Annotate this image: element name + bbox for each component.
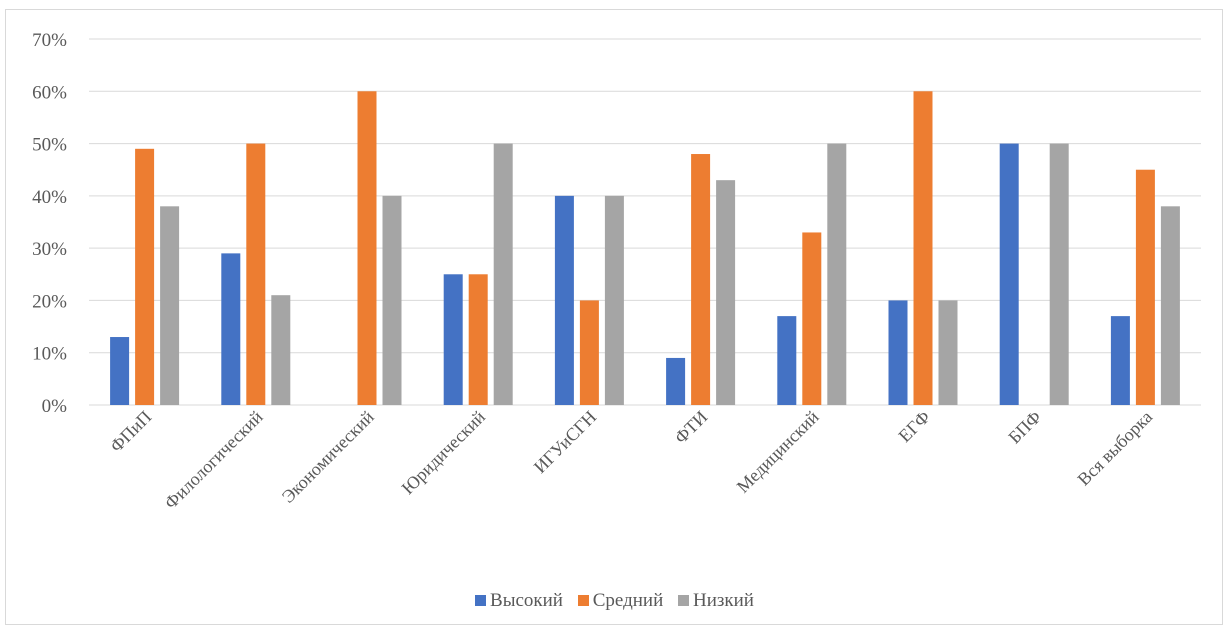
legend-swatch-low bbox=[678, 595, 689, 606]
y-tick-label: 20% bbox=[32, 291, 67, 312]
bar-high bbox=[777, 316, 797, 405]
y-tick-label: 10% bbox=[32, 344, 67, 365]
bar-high bbox=[888, 300, 908, 405]
bar-high bbox=[666, 357, 686, 405]
bar-low bbox=[1049, 143, 1069, 406]
bar-low bbox=[827, 143, 847, 406]
legend-label-low: Низкий bbox=[693, 590, 754, 611]
bar-high bbox=[443, 274, 463, 405]
bar-low bbox=[716, 180, 736, 405]
legend-label-medium: Средний bbox=[592, 590, 664, 611]
bar-high bbox=[554, 195, 574, 405]
bar-low bbox=[1160, 206, 1180, 405]
x-tick-label: Вся выборка bbox=[1073, 407, 1156, 490]
x-tick-label: БПФ bbox=[1004, 407, 1045, 448]
bar-high bbox=[999, 143, 1019, 406]
x-tick-label: ЕГФ bbox=[894, 407, 933, 446]
bar-medium bbox=[579, 300, 599, 405]
y-tick-label: 50% bbox=[32, 135, 67, 156]
legend-label-high: Высокий bbox=[490, 590, 563, 611]
bar-medium bbox=[357, 91, 377, 406]
bar-high bbox=[1110, 316, 1130, 405]
bar-low bbox=[160, 206, 180, 405]
x-tick-label: ФПиП bbox=[106, 407, 155, 456]
bar-medium bbox=[1135, 169, 1155, 405]
bar-low bbox=[382, 195, 402, 405]
bar-low bbox=[938, 300, 958, 405]
bar-medium bbox=[802, 232, 822, 405]
bars bbox=[110, 91, 1180, 406]
bar-medium bbox=[135, 148, 155, 406]
x-tick-label: ИГУиСГН bbox=[530, 407, 600, 477]
y-tick-label: 40% bbox=[32, 187, 67, 208]
y-tick-label: 30% bbox=[32, 239, 67, 260]
bar-medium bbox=[246, 143, 266, 406]
x-tick-label: ФТИ bbox=[671, 407, 712, 448]
bar-high bbox=[221, 253, 241, 405]
legend-entry-high: Высокий bbox=[475, 590, 563, 612]
bar-medium bbox=[691, 154, 711, 405]
x-tick-label: Медицинский bbox=[733, 406, 823, 496]
x-tick-label: Экономический bbox=[278, 406, 378, 506]
bar-low bbox=[604, 195, 624, 405]
bar-low bbox=[493, 143, 513, 406]
legend-entry-low: Низкий bbox=[678, 590, 754, 612]
y-tick-label: 0% bbox=[42, 396, 68, 417]
legend: Высокий Средний Низкий bbox=[0, 590, 1229, 612]
y-tick-label: 60% bbox=[32, 82, 67, 103]
bar-high bbox=[110, 337, 130, 405]
x-axis-labels: ФПиП Филологический Экономический Юридическ… bbox=[106, 406, 1156, 512]
x-tick-label: Юридический bbox=[398, 406, 490, 498]
bar-low bbox=[271, 295, 291, 405]
x-tick-label: Филологический bbox=[160, 406, 266, 512]
legend-swatch-medium bbox=[577, 595, 589, 606]
legend-swatch-high bbox=[475, 595, 487, 606]
y-axis-ticks: 0% 10% 20% 30% 40% 50% 60% 70% bbox=[32, 30, 67, 417]
y-tick-label: 70% bbox=[32, 30, 67, 51]
bar-medium bbox=[913, 91, 933, 406]
legend-entry-medium: Средний bbox=[577, 590, 664, 612]
bar-medium bbox=[468, 274, 488, 405]
